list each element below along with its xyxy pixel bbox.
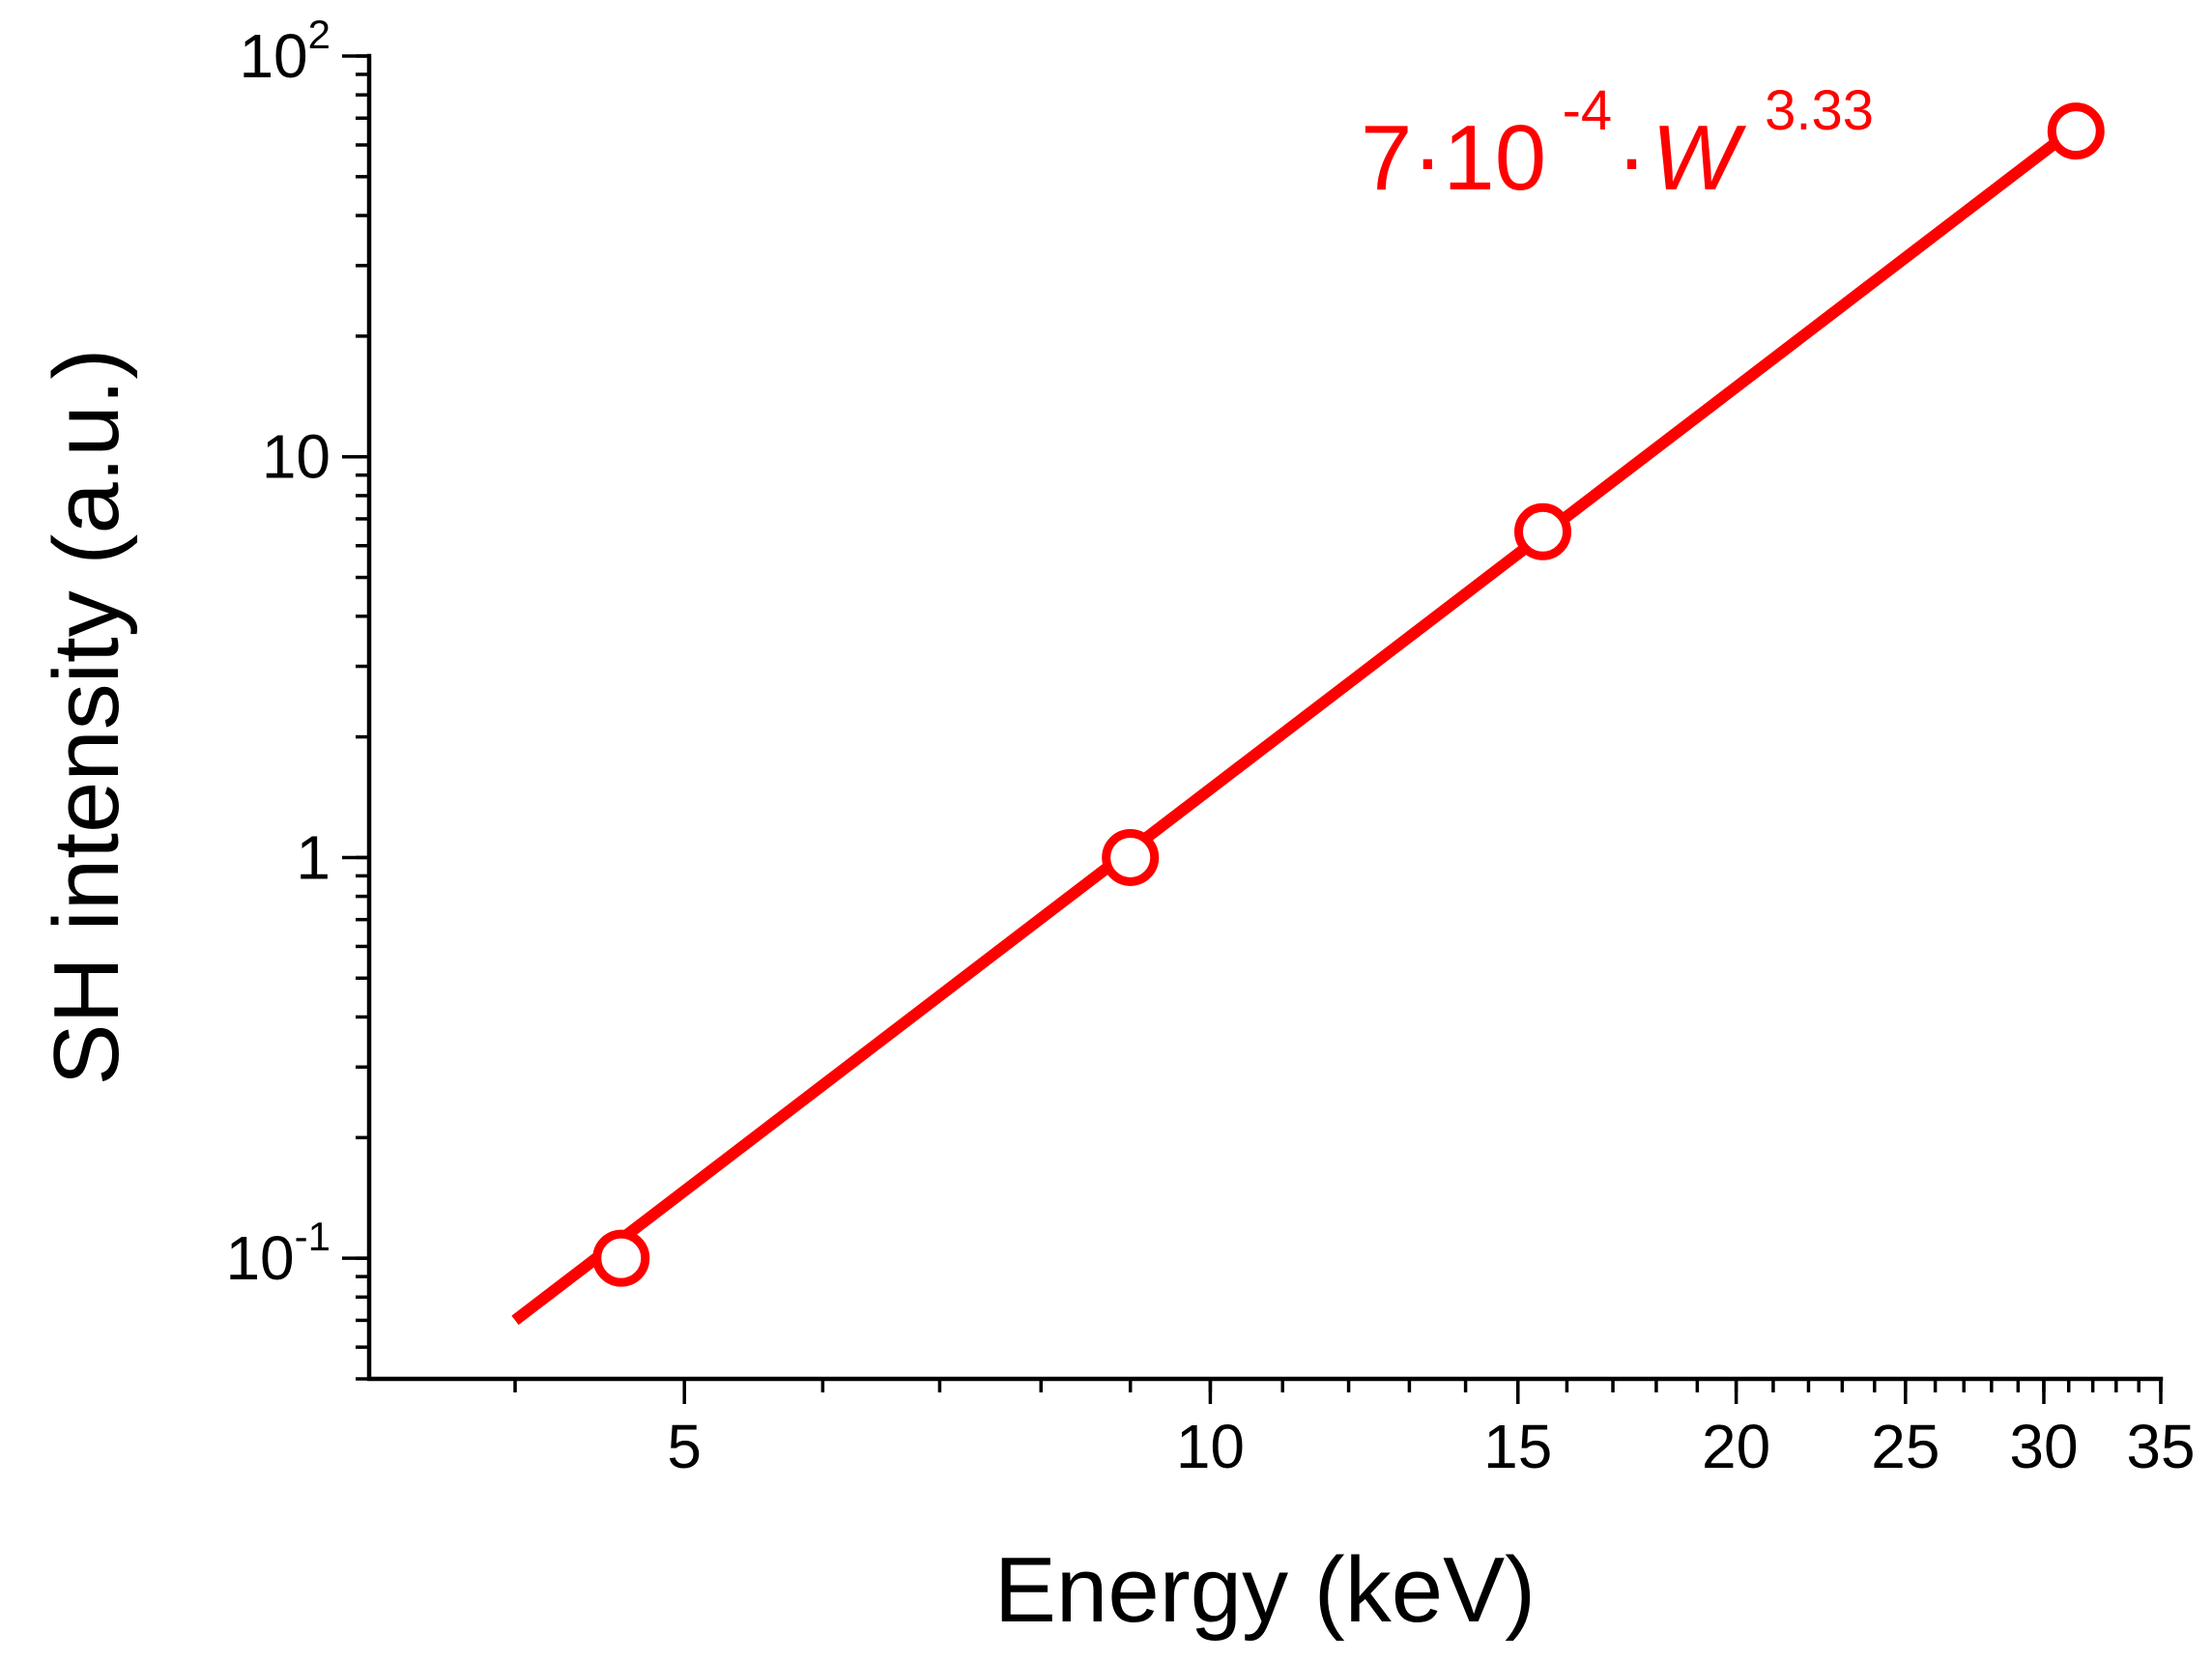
series-layer: [511, 102, 2105, 1326]
x-axis-label: Energy (keV): [994, 1538, 1536, 1642]
y-tick-exponent: 2: [308, 12, 330, 57]
y-tick-base: 10: [225, 1223, 294, 1293]
formula-variable: W: [1652, 106, 1747, 210]
x-tick-label: 25: [1871, 1412, 1939, 1481]
data-point: [1102, 828, 1160, 886]
x-tick-label: 35: [2126, 1412, 2195, 1481]
data-point: [1514, 502, 1572, 560]
x-tick-label: 10: [1176, 1412, 1245, 1481]
y-tick-label: 10: [262, 422, 330, 492]
minor-ticks: [356, 54, 2163, 1392]
y-tick-exponent: -1: [295, 1214, 330, 1259]
formula-prefix: 7·10: [1361, 106, 1546, 210]
x-tick-label: 30: [2009, 1412, 2078, 1481]
y-tick-base: 1: [296, 822, 330, 892]
major-ticks: [342, 54, 2163, 1404]
x-tick-label: 20: [1702, 1412, 1770, 1481]
y-tick-base: 10: [262, 422, 330, 492]
y-axis-label: SH intensity (a.u.): [35, 349, 138, 1086]
formula-exponent-1: -4: [1563, 79, 1613, 142]
x-tick-label: 5: [667, 1412, 702, 1481]
y-tick-label: 1: [296, 822, 330, 892]
x-tick-label: 15: [1483, 1412, 1552, 1481]
data-point: [2047, 102, 2105, 160]
y-tick-label: 102: [239, 12, 330, 91]
data-point: [592, 1229, 650, 1287]
fit-line: [511, 113, 2092, 1326]
formula-exponent-2: 3.33: [1765, 79, 1874, 142]
y-tick-label: 10-1: [225, 1214, 330, 1293]
fit-formula-annotation: 7·10 -4 · W 3.33: [1361, 79, 1874, 210]
formula-middle: ·: [1617, 106, 1648, 210]
axes-frame: [366, 53, 2164, 1382]
y-tick-base: 10: [239, 21, 307, 91]
